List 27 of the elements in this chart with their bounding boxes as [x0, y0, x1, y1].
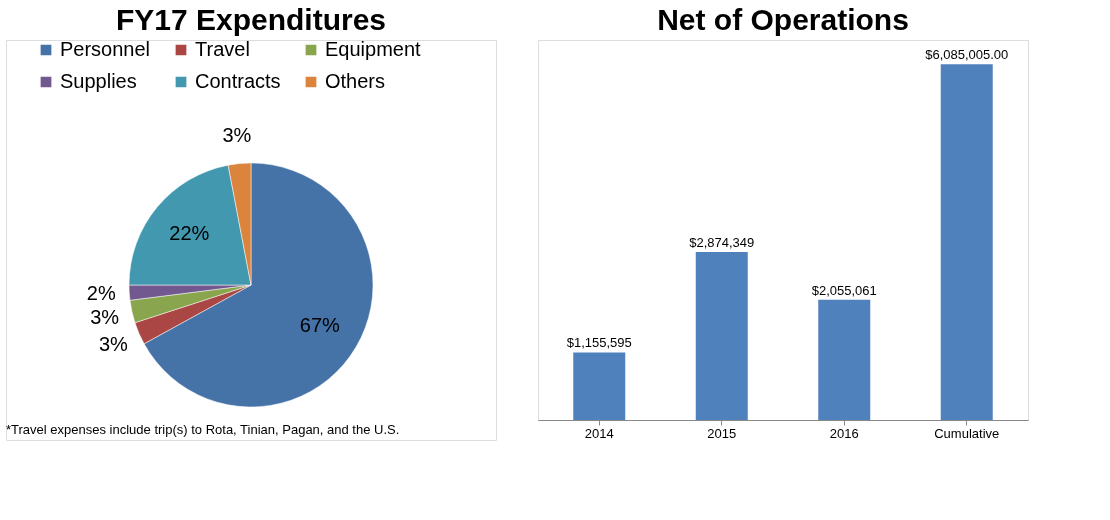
bar	[818, 299, 871, 420]
legend-label: Equipment	[325, 38, 422, 60]
x-tick-label: 2016	[829, 425, 859, 441]
legend-label: Travel	[195, 38, 250, 60]
bar	[940, 64, 993, 420]
data-label: $2,874,349	[689, 234, 755, 250]
legend-label: Supplies	[60, 70, 137, 92]
bar	[695, 251, 748, 420]
data-label: $6,085,005.00	[925, 47, 1009, 63]
x-tick-label: Cumulative	[934, 425, 1000, 441]
data-label: 3%	[222, 123, 252, 146]
legend-label: Contracts	[195, 70, 281, 92]
data-label: 3%	[98, 332, 129, 355]
data-label: 22%	[169, 222, 210, 245]
x-tick-label: 2014	[584, 425, 614, 441]
data-label: 3%	[90, 305, 120, 328]
text: *Travel expenses include trip(s) to Rota, Tinian, Pagan, and the U.S.	[6, 422, 400, 437]
data-label: $2,055,061	[811, 282, 877, 298]
data-label: 67%	[299, 313, 341, 336]
legend-label: Others	[325, 70, 386, 92]
data-label: $1,155,595	[566, 335, 632, 351]
legend-label: Personnel	[60, 38, 151, 60]
bar	[573, 352, 626, 420]
chart-title: FY17 Expenditures	[115, 3, 387, 36]
data-label: 2%	[86, 282, 116, 305]
x-tick-label: 2015	[707, 425, 737, 441]
chart-title: Net of Operations	[657, 3, 909, 36]
